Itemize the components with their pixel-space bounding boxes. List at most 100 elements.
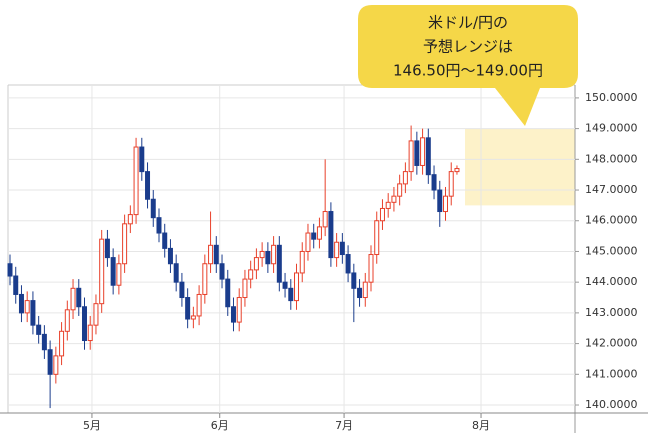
candle-body [414, 140, 420, 166]
callout-text: 予想レンジは [423, 38, 513, 56]
candle-body [431, 174, 437, 191]
candle-body [305, 232, 311, 252]
candle-body [208, 244, 214, 265]
candle-body [93, 303, 99, 326]
candle-body [454, 168, 460, 173]
candle-body [242, 278, 248, 299]
candle-body [202, 263, 208, 295]
candle-body [322, 211, 328, 228]
candle-body [442, 195, 448, 213]
y-tick-label: 147.0000 [585, 183, 638, 196]
candle-body [334, 241, 340, 259]
candle-body [156, 217, 162, 234]
y-tick-label: 144.0000 [585, 275, 638, 288]
forecast-band [465, 128, 575, 206]
y-tick-label: 142.0000 [585, 337, 638, 350]
candle-body [345, 254, 351, 274]
candle-body [145, 171, 151, 200]
candle-body [437, 189, 443, 213]
candle-body [196, 293, 202, 317]
candle-body [13, 275, 19, 295]
candle-body [81, 306, 87, 342]
y-tick-label: 146.0000 [585, 214, 638, 227]
candle-body [357, 287, 363, 299]
candle-body [391, 195, 397, 203]
candle-body [339, 241, 345, 256]
candle-body [104, 238, 110, 259]
candle-body [162, 232, 168, 249]
x-tick-label: 6月 [211, 419, 229, 432]
candle-body [213, 244, 219, 265]
candle-body [374, 220, 380, 256]
candle-body [30, 300, 36, 326]
y-tick-label: 141.0000 [585, 367, 638, 380]
background-layer: 140.0000 141.0000 142.0000 143.0000 144.0000… [0, 84, 648, 433]
y-tick-label: 148.0000 [585, 152, 638, 165]
candle-body [282, 281, 288, 289]
candle-body [294, 272, 300, 302]
candle-body [59, 330, 65, 357]
x-tick-label: 7月 [335, 419, 353, 432]
candle-body [127, 214, 133, 225]
candle-body [265, 250, 271, 265]
candle-body [248, 269, 254, 280]
candle-body [110, 257, 116, 286]
candle-body [99, 238, 105, 305]
candle-body [185, 297, 191, 320]
y-tick-label: 149.0000 [585, 122, 638, 135]
candle-body [76, 287, 82, 308]
y-tick-label: 140.0000 [585, 398, 638, 411]
candle-body [316, 226, 322, 240]
candle-body [328, 211, 334, 259]
candle-body [7, 263, 13, 277]
candle-body [230, 306, 236, 323]
callout-text: 米ドル/円の [428, 14, 508, 32]
candle-body [299, 250, 305, 274]
candle-body [87, 324, 93, 342]
candle-body [70, 287, 76, 311]
candle-body [179, 281, 185, 299]
callout-bubble [358, 5, 578, 126]
candle-body [64, 309, 70, 332]
candle-body [139, 146, 145, 173]
candle-body [18, 293, 24, 314]
candle-body [259, 250, 265, 259]
x-tick-label: 5月 [83, 419, 101, 432]
candle-body [402, 171, 408, 185]
candle-body [150, 198, 156, 219]
candle-body [385, 201, 391, 209]
candle-body [351, 272, 357, 289]
y-tick-label: 145.0000 [585, 244, 638, 257]
candle-body [53, 355, 59, 375]
candle-body [448, 171, 454, 197]
candle-body [397, 183, 403, 197]
candle-body [271, 244, 277, 265]
candle-body [225, 278, 231, 308]
callout-text: 146.50円～149.00円 [393, 62, 543, 80]
candle-body [368, 254, 374, 283]
y-tick-label: 150.0000 [585, 91, 638, 104]
candle-body [133, 146, 139, 216]
candle-body [253, 257, 259, 271]
candle-body [116, 263, 122, 286]
marks-layer [7, 125, 460, 409]
candle-body [379, 207, 385, 222]
candle-body [311, 232, 317, 240]
candle-body [122, 223, 128, 265]
candle-body [420, 137, 426, 166]
candle-body [408, 140, 414, 173]
candle-body [41, 333, 47, 351]
candle-body [362, 281, 368, 299]
candle-body [24, 300, 30, 314]
candle-body [425, 137, 431, 176]
candle-body [236, 297, 242, 323]
candle-body [173, 263, 179, 283]
candle-body [276, 244, 282, 283]
candle-body [36, 324, 42, 335]
candle-body [47, 349, 53, 375]
y-tick-label: 143.0000 [585, 306, 638, 319]
callout: 米ドル/円の 予想レンジは 146.50円～149.00円 [358, 5, 578, 126]
candle-body [167, 247, 173, 265]
candle-body [219, 263, 225, 280]
